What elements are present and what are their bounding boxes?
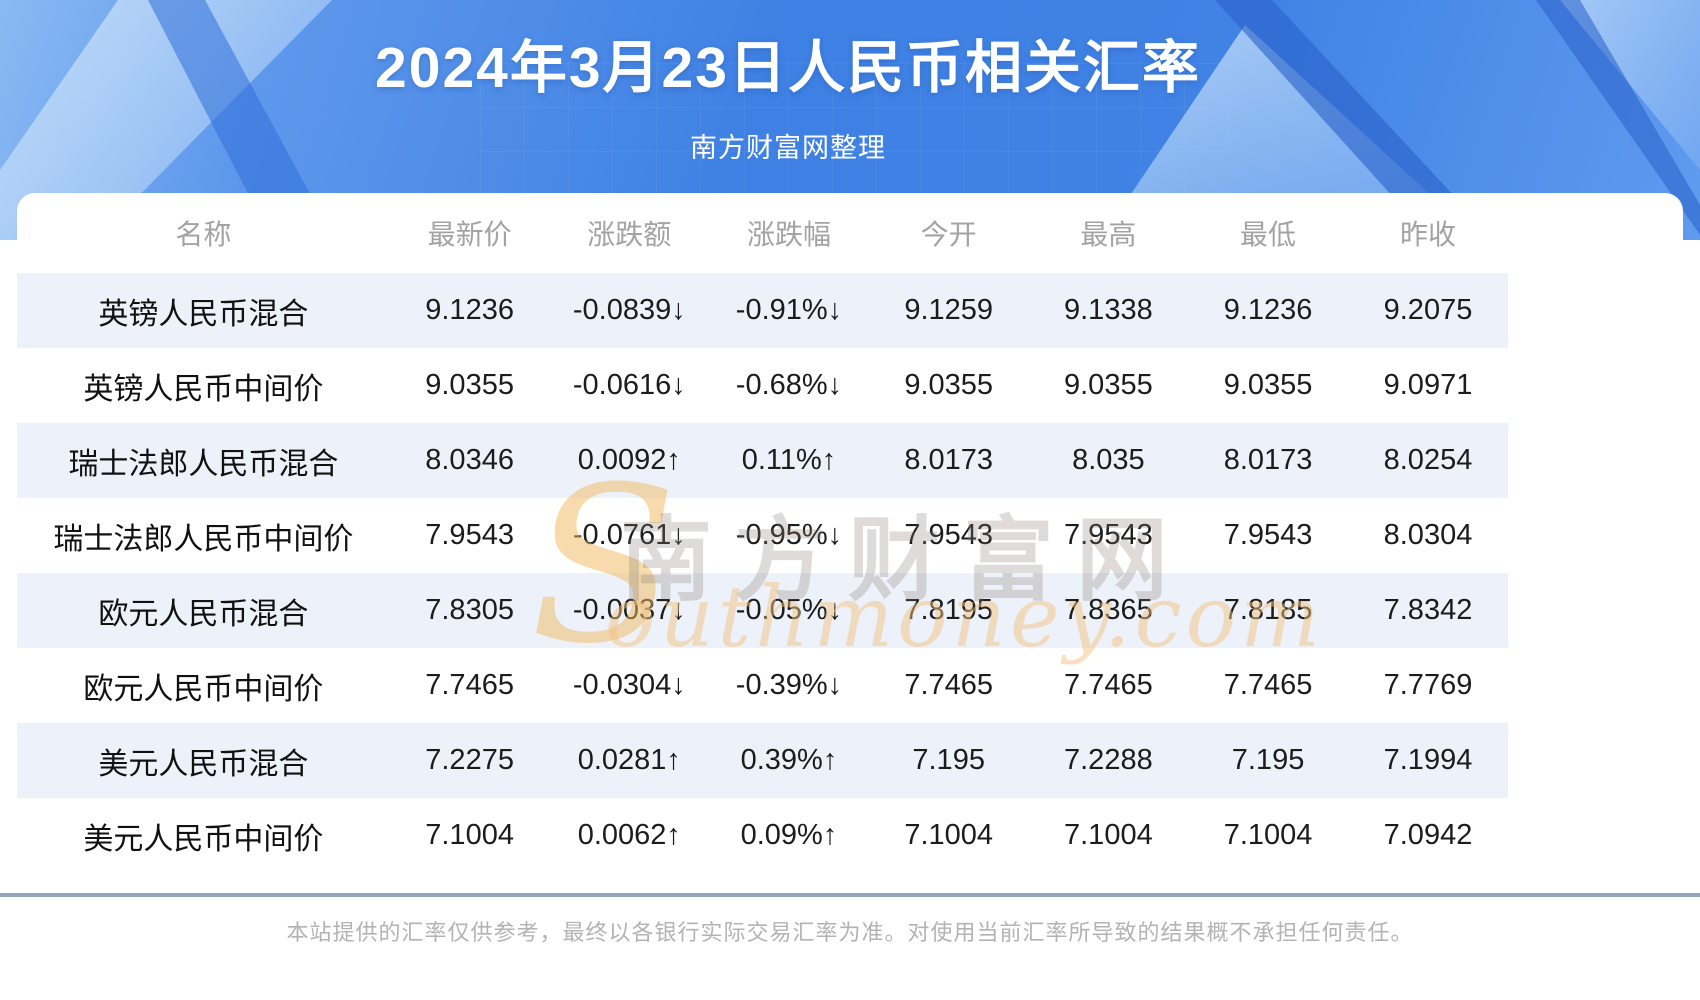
open-price-cell: 9.0355 (904, 369, 994, 401)
high-price-cell: 9.1338 (1028, 273, 1189, 348)
change-percent-cell: 0.11%↑ (709, 423, 869, 498)
change-percent-cell: -0.05%↓ (709, 573, 869, 648)
column-header-5: 最高 (1080, 219, 1137, 250)
open-price-cell: 7.9543 (904, 519, 994, 551)
prev-close-cell: 9.0971 (1383, 369, 1473, 401)
change-amount-cell: -0.0616↓ (572, 369, 686, 401)
currency-name-cell: 瑞士法郎人民币中间价 (53, 522, 354, 556)
latest-price-cell: 7.2275 (389, 723, 550, 798)
latest-price-cell: 7.8305 (389, 573, 550, 648)
currency-name-cell: 瑞士法郎人民币混合 (17, 423, 390, 498)
rates-table-card: 名称 最新价 涨跌额 涨跌幅 今开 最高 最低 昨收 英镑人民币混合 9.1236 -0.0839… (17, 193, 1683, 861)
low-price-cell: 7.195 (1188, 723, 1348, 798)
change-amount-cell: -0.0304↓ (572, 669, 686, 701)
high-price-cell: 7.8365 (1028, 573, 1189, 648)
prev-close-cell: 7.0942 (1383, 819, 1473, 851)
change-percent-cell: 0.39%↑ (709, 723, 869, 798)
high-price-cell: 7.2288 (1028, 723, 1189, 798)
change-amount-cell: 0.0062↑ (577, 819, 681, 851)
low-price-cell: 9.0355 (1223, 369, 1313, 401)
change-percent-cell: -0.39%↓ (735, 669, 843, 701)
table-row: 瑞士法郎人民币中间价 7.9543 -0.0761↓ -0.95%↓ 7.9543 7.9… (17, 498, 1508, 573)
open-price-cell: 7.195 (868, 723, 1029, 798)
table-row: 英镑人民币混合 9.1236 -0.0839↓ -0.91%↓ 9.1259 9.1338… (17, 273, 1509, 348)
currency-name-cell: 欧元人民币中间价 (83, 672, 324, 706)
change-amount-cell: 0.0281↑ (549, 723, 710, 798)
latest-price-cell: 9.1236 (389, 273, 550, 348)
currency-name-cell: 美元人民币混合 (17, 723, 390, 798)
prev-close-cell: 9.2075 (1347, 273, 1509, 348)
low-price-cell: 7.8185 (1188, 573, 1348, 648)
latest-price-cell: 7.1004 (425, 819, 514, 851)
currency-name-cell: 美元人民币中间价 (83, 822, 324, 856)
high-price-cell: 7.9543 (1064, 519, 1153, 551)
prev-close-cell: 8.0304 (1383, 519, 1473, 551)
table-row: 欧元人民币中间价 7.7465 -0.0304↓ -0.39%↓ 7.7465 7.746… (17, 648, 1508, 723)
currency-name-cell: 英镑人民币混合 (17, 273, 390, 348)
column-header-3: 涨跌幅 (746, 219, 831, 250)
table-row: 英镑人民币中间价 9.0355 -0.0616↓ -0.68%↓ 9.0355 9.035… (17, 348, 1508, 423)
high-price-cell: 7.1004 (1064, 819, 1153, 851)
latest-price-cell: 7.7465 (425, 669, 514, 701)
latest-price-cell: 8.0346 (389, 423, 550, 498)
latest-price-cell: 7.9543 (425, 519, 514, 551)
low-price-cell: 9.1236 (1188, 273, 1348, 348)
column-header-0: 名称 (175, 219, 232, 250)
change-percent-cell: -0.68%↓ (735, 369, 843, 401)
open-price-cell: 7.8195 (868, 573, 1029, 648)
open-price-cell: 7.7465 (904, 669, 994, 701)
open-price-cell: 8.0173 (868, 423, 1029, 498)
low-price-cell: 7.1004 (1223, 819, 1313, 851)
page-subtitle: 南方财富网整理 (690, 133, 886, 163)
prev-close-cell: 8.0254 (1347, 423, 1509, 498)
table-row: 瑞士法郎人民币混合 8.0346 0.0092↑ 0.11%↑ 8.0173 8.035 8… (17, 423, 1509, 498)
latest-price-cell: 9.0355 (425, 369, 514, 401)
currency-name-cell: 欧元人民币混合 (17, 573, 390, 648)
change-amount-cell: -0.0761↓ (572, 519, 686, 551)
column-header-6: 最低 (1240, 219, 1297, 250)
low-price-cell: 7.9543 (1223, 519, 1313, 551)
high-price-cell: 8.035 (1028, 423, 1189, 498)
low-price-cell: 7.7465 (1223, 669, 1313, 701)
footer-divider-bar (0, 893, 1700, 897)
change-amount-cell: -0.0037↓ (549, 573, 710, 648)
currency-name-cell: 英镑人民币中间价 (83, 372, 324, 406)
change-percent-cell: -0.91%↓ (709, 273, 869, 348)
open-price-cell: 9.1259 (868, 273, 1029, 348)
prev-close-cell: 7.1994 (1347, 723, 1509, 798)
change-percent-cell: 0.09%↑ (740, 819, 838, 851)
high-price-cell: 9.0355 (1064, 369, 1153, 401)
table-row: 美元人民币混合 7.2275 0.0281↑ 0.39%↑ 7.195 7.2288 7.1… (17, 723, 1509, 798)
table-row: 美元人民币中间价 7.1004 0.0062↑ 0.09%↑ 7.1004 7.1004 7… (17, 798, 1508, 873)
high-price-cell: 7.7465 (1064, 669, 1153, 701)
low-price-cell: 8.0173 (1188, 423, 1348, 498)
open-price-cell: 7.1004 (904, 819, 994, 851)
disclaimer-text: 本站提供的汇率仅供参考，最终以各银行实际交易汇率为准。对使用当前汇率所导致的结果… (286, 920, 1414, 945)
page-title: 2024年3月23日人民币相关汇率 (375, 36, 1201, 100)
exchange-rates-table: 名称 最新价 涨跌额 涨跌幅 今开 最高 最低 昨收 英镑人民币混合 9.1236 -0.0839… (17, 193, 1509, 873)
column-header-7: 昨收 (1399, 219, 1456, 250)
column-header-1: 最新价 (427, 219, 512, 250)
column-header-4: 今开 (920, 219, 977, 250)
column-header-2: 涨跌额 (587, 219, 672, 250)
prev-close-cell: 7.7769 (1383, 669, 1473, 701)
table-header-row: 名称 最新价 涨跌额 涨跌幅 今开 最高 最低 昨收 (17, 193, 1508, 273)
change-percent-cell: -0.95%↓ (735, 519, 843, 551)
prev-close-cell: 7.8342 (1347, 573, 1509, 648)
change-amount-cell: 0.0092↑ (549, 423, 710, 498)
change-amount-cell: -0.0839↓ (549, 273, 710, 348)
table-row: 欧元人民币混合 7.8305 -0.0037↓ -0.05%↓ 7.8195 7.8365… (17, 573, 1509, 648)
